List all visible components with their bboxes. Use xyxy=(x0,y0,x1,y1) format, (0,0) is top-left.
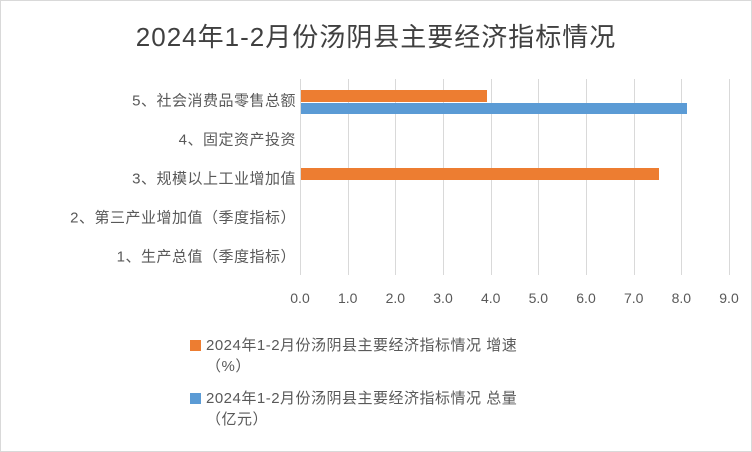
x-tick-label: 2.0 xyxy=(385,290,406,306)
legend-item-total: 2024年1-2月份汤阴县主要经济指标情况 总量 （亿元） xyxy=(190,388,517,430)
legend-label-line2: （亿元） xyxy=(206,411,269,428)
gridline xyxy=(300,79,301,275)
x-tick-label: 9.0 xyxy=(719,290,739,306)
legend-color-swatch xyxy=(190,340,201,351)
chart-title: 2024年1-2月份汤阴县主要经济指标情况 xyxy=(135,22,617,52)
gridline xyxy=(681,79,683,275)
x-tick-label: 6.0 xyxy=(576,290,596,306)
category-label: 2、第三产业增加值（季度指标） xyxy=(70,209,296,227)
legend: 2024年1-2月份汤阴县主要经济指标情况 增速 （%） 2024年1-2月份汤阴县… xyxy=(190,335,517,441)
x-tick-label: 7.0 xyxy=(623,290,644,306)
x-tick-label: 8.0 xyxy=(671,290,692,306)
x-tick-label: 5.0 xyxy=(528,290,549,306)
legend-label-line2: （%） xyxy=(206,358,251,375)
category-label: 5、社会消费品零售总额 xyxy=(132,92,296,110)
bar-growth-rate xyxy=(301,168,659,181)
legend-color-swatch xyxy=(190,393,201,404)
category-label: 1、生产总值（季度指标） xyxy=(116,248,296,266)
bar-total-amount xyxy=(301,102,688,114)
x-axis: 0.0 1.0 2.0 3.0 4.0 5.0 6.0 7.0 8.0 9.0 xyxy=(290,290,738,310)
x-tick-label: 1.0 xyxy=(337,290,358,306)
category-label: 4、固定资产投资 xyxy=(178,131,296,149)
legend-label: 2024年1-2月份汤阴县主要经济指标情况 增速 （%） xyxy=(206,335,517,377)
category-axis: 5、社会消费品零售总额 4、固定资产投资 3、规模以上工业增加值 2、第三产业增加值（… xyxy=(7,79,296,275)
legend-item-growth: 2024年1-2月份汤阴县主要经济指标情况 增速 （%） xyxy=(190,335,517,377)
bar-growth-rate xyxy=(301,90,487,102)
category-label: 3、规模以上工业增加值 xyxy=(132,170,296,188)
plot-area xyxy=(300,79,730,275)
x-tick-label: 0.0 xyxy=(290,290,310,306)
gridline xyxy=(729,79,730,275)
legend-label-line1: 2024年1-2月份汤阴县主要经济指标情况 总量 xyxy=(206,390,518,407)
x-tick-label: 4.0 xyxy=(480,290,501,306)
x-tick-label: 3.0 xyxy=(433,290,453,306)
legend-label-line1: 2024年1-2月份汤阴县主要经济指标情况 增速 xyxy=(206,337,518,354)
legend-label: 2024年1-2月份汤阴县主要经济指标情况 总量 （亿元） xyxy=(206,388,517,430)
